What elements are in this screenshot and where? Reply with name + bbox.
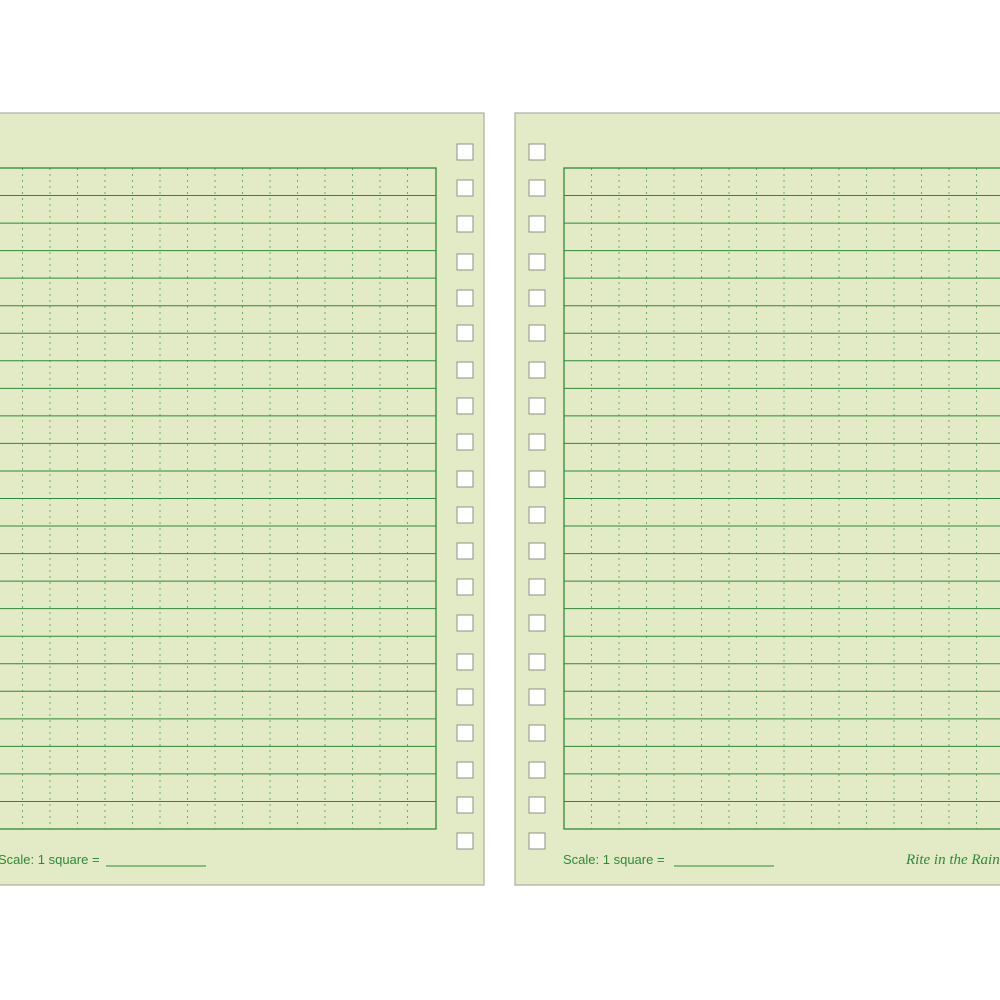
punch-hole [456, 653, 474, 671]
punch-hole [456, 578, 474, 596]
punch-hole [456, 506, 474, 524]
grid-frame [563, 167, 1000, 830]
grids [0, 143, 1000, 850]
punch-hole [528, 542, 546, 560]
brand-logo: Rite in the Rain [905, 852, 1000, 868]
punch-hole [528, 397, 546, 415]
punch-hole [528, 253, 546, 271]
scale-label: Scale: 1 square = [563, 852, 665, 867]
punch-hole [456, 614, 474, 632]
punch-hole [528, 614, 546, 632]
punch-hole [528, 578, 546, 596]
punch-hole [456, 542, 474, 560]
punch-hole [528, 724, 546, 742]
punch-hole [528, 361, 546, 379]
punch-hole [456, 179, 474, 197]
punch-hole [528, 179, 546, 197]
punch-hole [456, 761, 474, 779]
punch-hole [528, 688, 546, 706]
punch-hole [528, 215, 546, 233]
punch-hole [456, 324, 474, 342]
scale-label: Scale: 1 square = [0, 852, 100, 867]
punch-hole [456, 688, 474, 706]
punch-hole [528, 653, 546, 671]
punch-hole [528, 433, 546, 451]
punch-hole [456, 433, 474, 451]
punch-hole [456, 470, 474, 488]
punch-hole [456, 361, 474, 379]
punch-hole [528, 143, 546, 161]
grid-frame [0, 167, 437, 830]
punch-hole [456, 253, 474, 271]
punch-hole [528, 761, 546, 779]
punch-hole [456, 143, 474, 161]
punch-hole [528, 796, 546, 814]
punch-hole [456, 397, 474, 415]
punch-hole [528, 832, 546, 850]
punch-hole [456, 289, 474, 307]
punch-hole [528, 470, 546, 488]
punch-hole [456, 724, 474, 742]
punch-hole [528, 324, 546, 342]
punch-hole [528, 506, 546, 524]
punch-hole [456, 832, 474, 850]
punch-hole [456, 215, 474, 233]
punch-hole [456, 796, 474, 814]
punch-hole [528, 289, 546, 307]
